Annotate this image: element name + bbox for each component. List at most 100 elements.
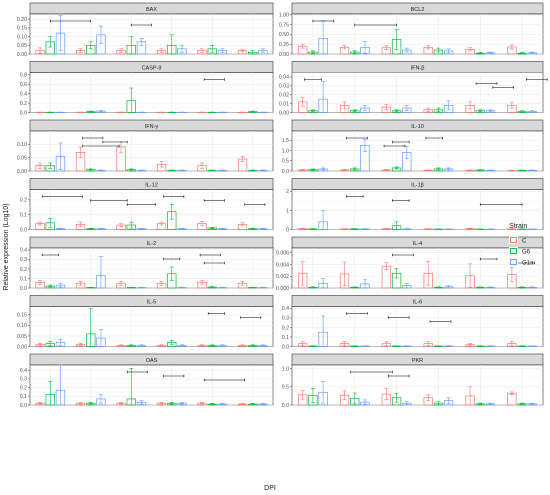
plot-area	[29, 72, 274, 113]
legend-key-g1a	[510, 259, 517, 265]
facet-title: CASP-9	[142, 66, 162, 72]
significance-brackets	[49, 19, 152, 27]
y-tick-label: 0.15	[17, 313, 27, 319]
gridlines	[30, 365, 273, 406]
bars	[35, 141, 268, 172]
y-tick-label: 0.10	[17, 34, 27, 40]
significance-brackets	[41, 195, 266, 206]
y-tick-label: 0.5	[282, 159, 289, 165]
gridlines	[30, 131, 273, 172]
bars	[298, 381, 537, 406]
legend-key-background	[509, 236, 518, 244]
y-tick-label: 0.2	[20, 267, 27, 273]
bars	[298, 261, 537, 289]
y-tick-label: 0.00	[17, 169, 27, 175]
y-tick-label: 0.0	[20, 286, 27, 292]
bars	[35, 87, 268, 113]
facet-panel-ifn-: IFN-β 0.00 0.01 0.02 0.03 0.04	[279, 61, 548, 116]
y-tick-label: 0.4	[282, 306, 289, 312]
y-tick-label: 0.25	[279, 42, 289, 48]
y-tick-label: 0.00	[279, 52, 289, 58]
bars	[35, 364, 268, 406]
y-tick-label: 0.0	[20, 227, 27, 233]
facet-panel-il-10: IL-10 0.0 0.5 1.0 1.5	[282, 119, 544, 175]
facet-title: IL-10	[411, 124, 424, 130]
significance-brackets	[346, 195, 523, 206]
y-tick-label: 0.3	[282, 316, 289, 322]
y-tick-label: 0.4	[20, 368, 27, 374]
gridlines	[292, 365, 543, 406]
facet-title: IL-12	[145, 183, 158, 189]
facet-title: IL-2	[147, 241, 156, 247]
significance-brackets	[304, 78, 548, 89]
y-tick-label: 0.002	[276, 274, 289, 280]
plot-area	[291, 247, 544, 289]
gridlines	[292, 189, 543, 230]
plot-area	[29, 189, 274, 230]
facet-title: IFN-γ	[145, 124, 159, 130]
legend-entries: C G6 G1a	[509, 236, 534, 266]
y-tick-label: 0.2	[20, 385, 27, 391]
bars	[35, 15, 268, 55]
y-tick-label: 1.0	[282, 366, 289, 372]
y-tick-label: 0.10	[17, 323, 27, 329]
gridlines	[292, 248, 543, 289]
facet-panel-pkr: PKR 0.0 0.5 1.0	[282, 353, 544, 409]
facet-panel-bax: BAX 0.00 0.05 0.10 0.15 0.20	[17, 2, 274, 58]
plot-area	[29, 306, 274, 347]
legend-label-g6: G6	[522, 249, 531, 255]
significance-brackets	[346, 136, 443, 148]
facet-panel-casp-9: CASP-9 0.0 0.2 0.4 0.6 0.8	[20, 61, 274, 116]
plot-area	[29, 13, 274, 55]
facet-panel-il-1-: IL-1β 0 1 2	[286, 178, 544, 233]
y-tick-label: 0.3	[20, 257, 27, 263]
facet-title: PKR	[412, 358, 423, 364]
significance-brackets	[312, 19, 397, 27]
y-tick-label: 0.02	[279, 93, 289, 99]
plot-area	[291, 306, 544, 347]
y-axis-title: Relative expression (Log10)	[3, 203, 10, 290]
y-tick-label: 0.0	[282, 403, 289, 409]
bars	[298, 210, 537, 230]
legend-key-background	[509, 258, 518, 266]
facet-panel-il-4: IL-4 0.000 0.002 0.004 0.006	[276, 236, 544, 292]
legend-label-c: C	[522, 238, 527, 244]
y-tick-label: 0.03	[279, 84, 289, 90]
plot-area	[29, 247, 274, 289]
y-tick-label: 0.2	[282, 325, 289, 331]
y-tick-label: 0.05	[17, 43, 27, 49]
plot-area	[291, 72, 544, 113]
y-tick-label: 0.0	[20, 110, 27, 116]
y-tick-label: 0.006	[276, 251, 289, 257]
y-tick-label: 0.1	[282, 335, 289, 341]
y-tick-label: 0.01	[279, 101, 289, 107]
facet-title: IL-5	[147, 300, 156, 306]
y-tick-label: 0.15	[17, 26, 27, 32]
legend-label-g1a: G1a	[522, 260, 534, 266]
bars	[35, 204, 268, 230]
plot-area	[29, 364, 274, 406]
bars	[35, 308, 268, 347]
y-tick-label: 0.004	[276, 262, 289, 268]
facet-panel-oas: OAS 0.0 0.1 0.2 0.3 0.4	[20, 353, 274, 409]
y-tick-label: 0.2	[20, 198, 27, 204]
y-tick-label: 0.0	[282, 169, 289, 175]
gridlines	[292, 131, 543, 172]
legend-title: Strain	[509, 223, 527, 230]
significance-brackets	[350, 370, 410, 378]
y-tick-label: 0.1	[20, 394, 27, 400]
y-tick-label: 0.05	[17, 155, 27, 161]
y-tick-label: 0.00	[17, 344, 27, 350]
gridlines	[292, 306, 543, 347]
facet-panel-bcl2: BCL2 0.00 0.25 0.50 0.75 1.00	[279, 2, 544, 58]
facet-title: IFN-β	[411, 66, 425, 72]
y-tick-label: 1.0	[282, 148, 289, 154]
y-tick-label: 1.00	[279, 13, 289, 19]
y-tick-label: 0.2	[20, 101, 27, 107]
y-tick-label: 1.5	[282, 138, 289, 144]
bars	[298, 315, 537, 347]
y-tick-label: 0.8	[20, 73, 27, 79]
significance-brackets	[126, 370, 245, 382]
gridlines	[30, 189, 273, 230]
